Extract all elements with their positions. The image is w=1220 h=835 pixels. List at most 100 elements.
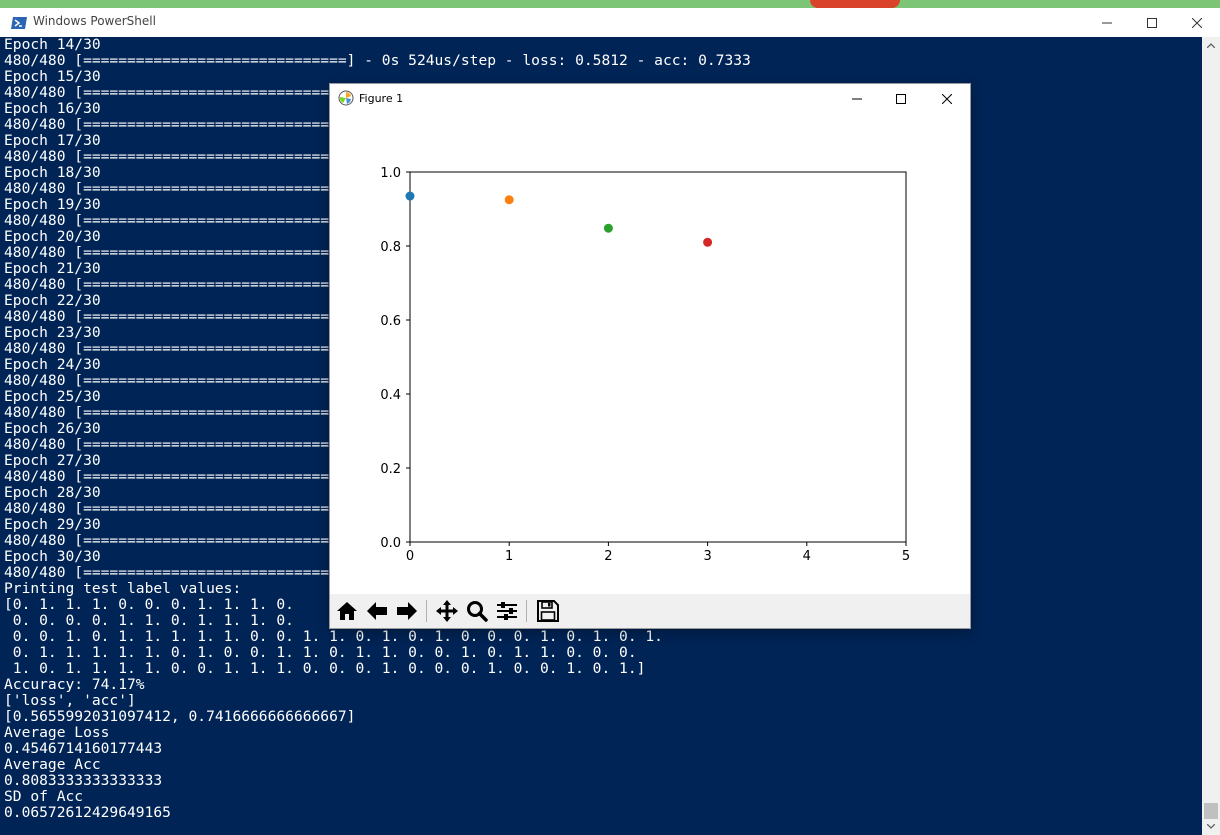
console-line: 0.4546714160177443 — [4, 740, 163, 757]
scroll-up-button[interactable] — [1202, 37, 1220, 54]
scatter-point — [504, 195, 514, 205]
plot-frame — [409, 171, 907, 543]
figure-titlebar[interactable]: Figure 1 — [330, 84, 970, 114]
console-line: Epoch 19/30 — [4, 196, 101, 213]
minimize-button[interactable] — [1084, 8, 1130, 37]
console-line: 0. 0. 1. 0. 1. 1. 1. 1. 1. 0. 0. 1. 1. 0… — [4, 628, 663, 645]
maximize-icon — [896, 94, 906, 104]
navigation-toolbar — [330, 594, 970, 628]
console-line: 480/480 [============================ — [4, 148, 330, 165]
console-line: 0. 0. 0. 0. 1. 1. 0. 1. 1. 1. 0. — [4, 612, 294, 629]
window-title: Windows PowerShell — [33, 14, 156, 28]
configure-subplots-icon — [497, 602, 517, 620]
zoom-icon — [467, 601, 488, 622]
save-icon — [537, 600, 559, 622]
console-line: 480/480 [============================ — [4, 340, 330, 357]
home-icon — [337, 602, 357, 620]
powershell-titlebar[interactable]: Windows PowerShell — [0, 8, 1220, 37]
console-line: 480/480 [============================ — [4, 500, 330, 517]
back-button[interactable] — [363, 597, 391, 625]
configure-subplots-button[interactable] — [493, 597, 521, 625]
console-line: Epoch 17/30 — [4, 132, 101, 149]
pan-button[interactable] — [433, 597, 461, 625]
scatter-point — [405, 191, 415, 201]
console-line: Epoch 26/30 — [4, 420, 101, 437]
console-line: 1. 0. 1. 1. 1. 1. 0. 0. 1. 1. 1. 0. 0. 0… — [4, 660, 646, 677]
figure-maximize-button[interactable] — [878, 84, 924, 114]
x-tick-label: 5 — [902, 549, 910, 564]
console-line: 480/480 [============================ — [4, 180, 330, 197]
console-line: 480/480 [============================ — [4, 84, 330, 101]
console-line: 480/480 [============================ — [4, 436, 330, 453]
console-line: 480/480 [============================ — [4, 244, 330, 261]
toolbar-separator — [526, 600, 527, 622]
console-line: Epoch 21/30 — [4, 260, 101, 277]
zoom-button[interactable] — [463, 597, 491, 625]
console-line: SD of Acc — [4, 788, 84, 805]
console-line: Printing test label values: — [4, 580, 242, 597]
console-output[interactable]: Epoch 14/30 480/480 [====================… — [4, 37, 1200, 835]
minimize-icon — [1102, 22, 1112, 23]
scatter-point — [603, 223, 613, 233]
console-line: Epoch 15/30 — [4, 68, 101, 85]
figure-minimize-button[interactable] — [834, 84, 880, 114]
toolbar-separator — [426, 600, 427, 622]
maximize-button[interactable] — [1129, 8, 1175, 37]
console-line: 480/480 [============================ — [4, 468, 330, 485]
console-line: Epoch 16/30 — [4, 100, 101, 117]
console-line: Epoch 29/30 — [4, 516, 101, 533]
console-line: Average Loss — [4, 724, 110, 741]
console-line: 0. 1. 1. 1. 1. 1. 0. 1. 0. 0. 1. 1. 0. 1… — [4, 644, 637, 661]
console-line: Epoch 28/30 — [4, 484, 101, 501]
x-tick-label: 1 — [505, 549, 513, 564]
x-tick-label: 2 — [604, 549, 612, 564]
console-line: 0.06572612429649165 — [4, 804, 171, 821]
console-line: Epoch 30/30 — [4, 548, 101, 565]
scatter-chart: 0 1 2 3 4 5 0.0 0.2 0.4 0.6 0.8 1.0 — [380, 166, 910, 564]
console-line: 480/480 [============================ — [4, 372, 330, 389]
console-line: 480/480 [============================ — [4, 564, 330, 581]
home-button[interactable] — [333, 597, 361, 625]
console-line: Epoch 22/30 — [4, 292, 101, 309]
forward-arrow-icon — [397, 602, 417, 620]
figure-window: Figure 1 0 1 2 3 4 5 0.0 0.2 0.4 0.6 0.8 1.0 — [330, 84, 970, 628]
console-line: 480/480 [============================ — [4, 532, 330, 549]
console-line: [0.5655992031097412, 0.7416666666666667] — [4, 708, 356, 725]
console-line: Accuracy: 74.17% — [4, 676, 145, 693]
console-line: Epoch 27/30 — [4, 452, 101, 469]
chevron-up-icon — [1207, 43, 1215, 48]
close-icon — [1192, 17, 1202, 28]
y-tick-label: 0.0 — [380, 536, 401, 551]
console-line: Epoch 18/30 — [4, 164, 101, 181]
y-tick-label: 0.4 — [380, 388, 401, 403]
console-line: Epoch 23/30 — [4, 324, 101, 341]
x-tick-label: 3 — [703, 549, 711, 564]
scatter-point — [703, 237, 713, 247]
save-button[interactable] — [534, 597, 562, 625]
close-button[interactable] — [1174, 8, 1220, 37]
chevron-down-icon — [1207, 824, 1215, 829]
console-line: 480/480 [============================ — [4, 116, 330, 133]
figure-close-button[interactable] — [924, 84, 970, 114]
desktop-wallpaper-detail — [810, 0, 900, 8]
console-line: 0.8083333333333333 — [4, 772, 163, 789]
y-tick-label: 1.0 — [380, 166, 401, 181]
back-arrow-icon — [367, 602, 387, 620]
console-line: [0. 1. 1. 1. 0. 0. 0. 1. 1. 1. 0. — [4, 596, 294, 613]
scroll-thumb[interactable] — [1204, 803, 1218, 819]
plot-canvas[interactable]: 0 1 2 3 4 5 0.0 0.2 0.4 0.6 0.8 1.0 — [330, 114, 970, 594]
scroll-down-button[interactable] — [1202, 818, 1220, 835]
forward-button[interactable] — [393, 597, 421, 625]
console-line: Epoch 20/30 — [4, 228, 101, 245]
console-line: 480/480 [============================ — [4, 404, 330, 421]
console-line: Epoch 25/30 — [4, 388, 101, 405]
matplotlib-icon — [338, 90, 354, 106]
y-tick-label: 0.6 — [380, 314, 401, 329]
console-line: ['loss', 'acc'] — [4, 692, 136, 709]
console-line: 480/480 [============================ — [4, 212, 330, 229]
figure-title: Figure 1 — [359, 92, 404, 105]
vertical-scrollbar[interactable] — [1202, 37, 1220, 835]
powershell-icon — [11, 14, 27, 29]
pan-icon — [436, 600, 458, 622]
console-line: Epoch 24/30 — [4, 356, 101, 373]
